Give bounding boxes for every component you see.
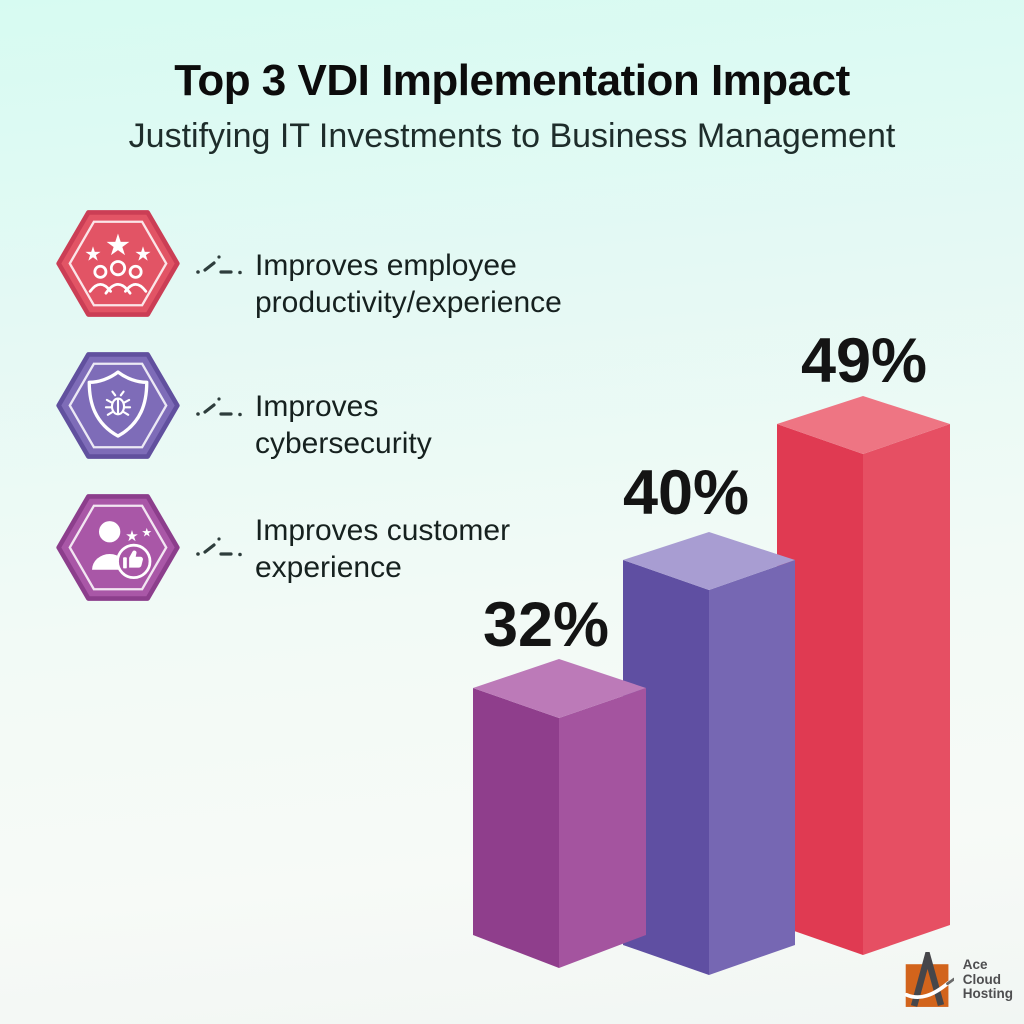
star-glyph: ★ (84, 244, 101, 266)
team-rating-stars-icon: ★ ★ ★ (56, 210, 180, 317)
legend-label-customer-experience: Improves customer experience (255, 514, 511, 584)
legend-label-employee-productivity: Improves employee productivity/experienc… (255, 249, 562, 319)
logo-line-ace: Ace (962, 957, 988, 973)
people-group-glyph (88, 260, 148, 295)
bar-value-label-49: 49% (801, 326, 927, 396)
shield-glyph (87, 370, 149, 438)
legend-label-cybersecurity: Improves cybersecurity (255, 390, 432, 460)
dashed-connector-icon (196, 537, 242, 557)
star-glyph: ★ (141, 525, 152, 539)
logo-wordmark: Ace Cloud Hosting (963, 958, 1013, 1002)
dashed-connector-icon (196, 255, 242, 275)
logo-line-cloud: Cloud (962, 971, 1001, 987)
bar-employee-productivity (777, 396, 950, 955)
security-shield-bug-icon (56, 352, 180, 459)
bar-customer-experience (473, 659, 646, 968)
bar-value-label-40: 40% (623, 458, 749, 528)
page-subtitle: Justifying IT Investments to Business Ma… (128, 117, 896, 155)
star-glyph: ★ (125, 529, 138, 545)
customer-thumbs-up-icon: ★ ★ (56, 494, 180, 601)
bar-value-label-32: 32% (483, 590, 609, 660)
logo-line-hosting: Hosting (962, 986, 1013, 1002)
ace-cloud-hosting-logo: Ace Cloud Hosting (902, 952, 1013, 1008)
bug-glyph (104, 390, 132, 416)
ace-logo-icon (904, 952, 954, 1007)
dashed-connector-icon (196, 397, 242, 417)
star-glyph: ★ (105, 229, 132, 262)
thumbs-up-glyph (116, 543, 152, 580)
page-title: Top 3 VDI Implementation Impact (174, 56, 850, 105)
bar-cybersecurity (623, 532, 795, 975)
star-glyph: ★ (134, 244, 151, 266)
